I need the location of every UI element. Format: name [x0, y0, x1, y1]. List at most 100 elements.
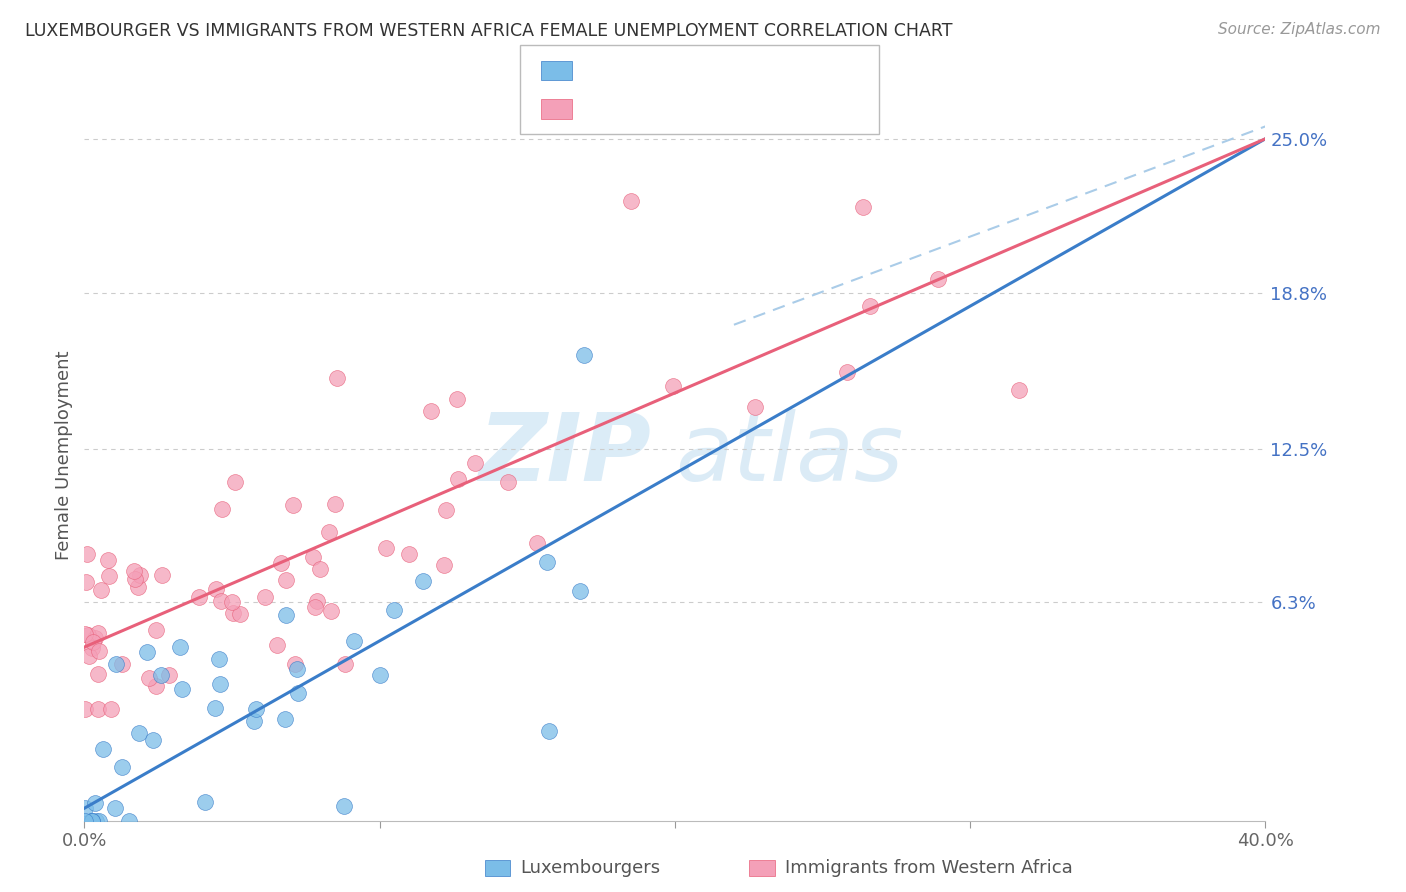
Point — [323, 497, 346, 511]
Point — [326, 371, 349, 385]
Point — [150, 568, 173, 582]
Point — [254, 591, 277, 605]
Point — [276, 608, 298, 623]
Point — [87, 667, 110, 681]
Point — [302, 550, 325, 565]
Point — [208, 652, 231, 666]
Text: Source: ZipAtlas.com: Source: ZipAtlas.com — [1218, 22, 1381, 37]
Text: ZIP: ZIP — [478, 409, 651, 501]
Point — [84, 631, 107, 645]
Point — [221, 595, 243, 609]
Point — [124, 572, 146, 586]
Point — [374, 541, 396, 556]
Point — [837, 365, 859, 379]
Point — [204, 701, 226, 715]
Point — [149, 668, 172, 682]
Text: R =: R = — [583, 60, 620, 78]
Point — [333, 799, 356, 814]
Point — [211, 501, 233, 516]
Point — [100, 702, 122, 716]
Point — [157, 667, 180, 681]
Point — [127, 580, 149, 594]
Point — [75, 574, 97, 589]
Point — [464, 456, 486, 470]
Point — [852, 200, 875, 214]
Point — [284, 657, 307, 671]
Point — [620, 194, 643, 208]
Point — [447, 472, 470, 486]
Point — [243, 714, 266, 729]
Point — [82, 640, 104, 655]
Point — [384, 602, 406, 616]
Point — [927, 271, 949, 285]
Point — [285, 662, 308, 676]
Text: 0.766: 0.766 — [623, 101, 675, 119]
Point — [73, 627, 96, 641]
Point — [1008, 383, 1031, 397]
Point — [84, 796, 107, 810]
Point — [87, 625, 110, 640]
Text: Immigrants from Western Africa: Immigrants from Western Africa — [785, 859, 1073, 877]
Point — [398, 547, 420, 561]
Point — [245, 701, 267, 715]
Point — [368, 668, 391, 682]
Point — [434, 503, 457, 517]
Point — [73, 702, 96, 716]
Text: 68: 68 — [738, 101, 761, 119]
Point — [90, 583, 112, 598]
Point — [412, 574, 434, 588]
Point — [204, 582, 226, 597]
Point — [75, 800, 97, 814]
Point — [526, 536, 548, 550]
Point — [75, 814, 97, 828]
Point — [169, 640, 191, 654]
Point — [76, 547, 98, 561]
Text: LUXEMBOURGER VS IMMIGRANTS FROM WESTERN AFRICA FEMALE UNEMPLOYMENT CORRELATION C: LUXEMBOURGER VS IMMIGRANTS FROM WESTERN … — [25, 22, 953, 40]
Point — [224, 475, 246, 489]
Point — [80, 814, 103, 828]
Point — [82, 814, 104, 828]
Point — [117, 814, 139, 828]
Point — [228, 607, 250, 621]
Point — [209, 593, 232, 607]
Text: Luxembourgers: Luxembourgers — [520, 859, 661, 877]
Point — [135, 645, 157, 659]
Point — [222, 606, 245, 620]
Point — [287, 686, 309, 700]
Point — [319, 604, 342, 618]
Point — [432, 558, 454, 572]
Point — [446, 392, 468, 407]
Point — [145, 679, 167, 693]
Point — [335, 657, 357, 671]
Point — [304, 600, 326, 615]
Point — [89, 644, 111, 658]
Point — [111, 657, 134, 671]
Text: R =: R = — [583, 101, 620, 119]
Text: N =: N = — [679, 101, 727, 119]
Text: N =: N = — [679, 60, 727, 78]
Point — [77, 649, 100, 664]
Point — [194, 796, 217, 810]
Point — [343, 633, 366, 648]
Point — [128, 726, 150, 740]
Point — [572, 348, 595, 362]
Point — [318, 525, 340, 540]
Point — [77, 628, 100, 642]
Point — [274, 712, 297, 726]
Point — [308, 562, 330, 576]
Point — [122, 564, 145, 578]
Point — [105, 657, 128, 671]
Point — [188, 591, 211, 605]
Point — [536, 555, 558, 569]
Point — [84, 814, 107, 828]
Point — [110, 759, 132, 773]
Point — [98, 569, 121, 583]
Point — [142, 732, 165, 747]
Point — [283, 498, 305, 512]
Point — [145, 624, 167, 638]
Point — [276, 573, 298, 587]
Text: 38: 38 — [738, 60, 761, 78]
Y-axis label: Female Unemployment: Female Unemployment — [55, 351, 73, 559]
Point — [138, 671, 160, 685]
Point — [270, 556, 292, 570]
